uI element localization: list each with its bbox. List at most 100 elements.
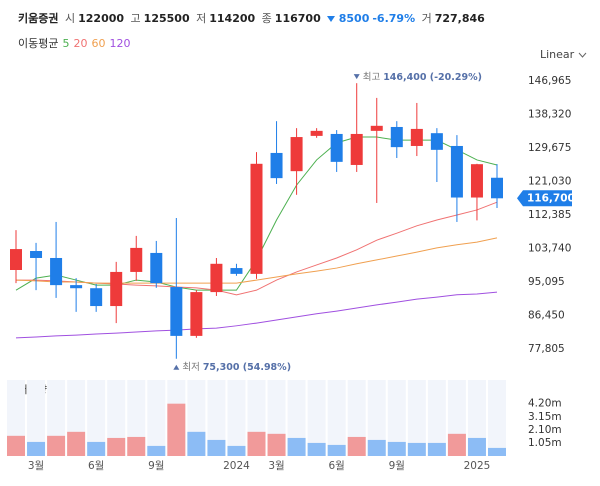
annotation-value: 146,400 (-20.29%) (383, 72, 482, 83)
volume-value: 727,846 (434, 12, 485, 25)
volume-bar (488, 447, 506, 456)
open-label: 시 (64, 12, 76, 25)
x-tick-label: 9월 (389, 460, 405, 472)
candle-body (170, 287, 183, 336)
low-label: 저 (196, 12, 207, 25)
volume-bg (127, 380, 146, 456)
volume-bg (387, 380, 406, 456)
candle-body (130, 247, 143, 272)
annotation-label: 최고 (363, 72, 381, 83)
volume-bg (287, 380, 306, 456)
legend-entry: 20 (73, 37, 88, 50)
volume-bar (87, 441, 106, 456)
annotation-value: 75,300 (54.98%) (203, 361, 291, 372)
volume-bar (427, 442, 446, 456)
volume-tick-label: 2.10m (528, 424, 562, 436)
candle-body (210, 263, 223, 293)
annotation-marker (353, 74, 360, 80)
legend: 이동평균 5 20 60 120 (18, 35, 134, 51)
volume-bg (187, 380, 206, 456)
candle-body (250, 163, 263, 274)
candle-body (70, 285, 83, 289)
candle-body (230, 268, 243, 274)
volume-bar (107, 437, 126, 456)
x-tick-label: 3월 (28, 460, 44, 472)
volume-bar (467, 437, 486, 456)
candle-body (370, 125, 383, 131)
volume-bar (247, 431, 266, 456)
volume-label: 거 (421, 12, 432, 25)
volume-tick-label: 1.05m (528, 437, 562, 449)
candle-body (410, 128, 423, 146)
annotation-label: 최저 (182, 361, 199, 372)
candle-body (310, 130, 323, 136)
volume-bg (367, 380, 386, 456)
candle-body (330, 133, 343, 162)
volume-bar (307, 442, 326, 456)
chevron (578, 52, 587, 58)
x-tick-label: 3월 (268, 460, 284, 472)
volume-bg (227, 380, 246, 456)
y-tick-label: 121,030 (528, 176, 571, 188)
candle-body (491, 177, 503, 199)
ma-line (15, 237, 498, 284)
high-label: 고 (130, 12, 141, 25)
volume-bar (187, 431, 206, 456)
volume-bg (207, 380, 226, 456)
volume-bar (347, 436, 366, 456)
volume-bg (447, 380, 466, 456)
change-pct: -6.79% (372, 12, 416, 25)
ma-line (16, 201, 498, 296)
volume-bar (7, 435, 25, 456)
y-tick-label: 129,675 (528, 142, 571, 154)
volume-bg (167, 380, 186, 456)
x-tick-label: 6월 (328, 460, 344, 472)
volume-bg (267, 380, 286, 456)
volume-bar (47, 435, 66, 456)
annotation: 최고 146,400 (-20.29%) (363, 72, 482, 83)
volume-tick-label: 4.20m (528, 398, 562, 410)
last-price-tag (517, 190, 572, 207)
volume-bg (27, 380, 46, 456)
volume-bar (127, 436, 146, 456)
volume-bar (147, 445, 166, 456)
volume-bar (387, 441, 406, 456)
x-tick-label: 9월 (148, 460, 164, 472)
y-tick-label: 95,095 (528, 276, 565, 288)
volume-title: 거래량 (18, 384, 47, 396)
close-value: 116700 (274, 12, 321, 25)
candle-body (90, 288, 103, 307)
annotation: 최저 75,300 (54.98%) (182, 361, 291, 372)
candle-body (50, 257, 63, 286)
volume-tick-label: 3.15m (528, 411, 562, 423)
down-icon (327, 16, 336, 22)
volume-bar (447, 433, 466, 456)
volume-bg (407, 380, 426, 456)
volume-bar (67, 431, 86, 456)
volume-bar (267, 433, 286, 456)
y-tick-label: 146,965 (528, 75, 571, 87)
candle-body (10, 249, 22, 270)
volume-bg (427, 380, 446, 456)
volume-bg (327, 380, 346, 456)
high-value: 125500 (143, 12, 190, 25)
y-tick-label: 112,385 (528, 209, 571, 221)
volume-bg (347, 380, 366, 456)
open-value: 122000 (78, 12, 125, 25)
y-tick-label: 103,740 (528, 243, 571, 255)
y-tick-label: 138,320 (528, 108, 571, 120)
last-price-label: 116,700 (527, 192, 575, 204)
volume-bg (107, 380, 126, 456)
close-label: 종 (261, 12, 272, 25)
volume-bar (407, 442, 426, 456)
volume-bg (67, 380, 86, 456)
candle-body (110, 271, 123, 307)
volume-bar (227, 445, 246, 456)
volume-bar (167, 403, 186, 456)
x-tick-label: 2024 (223, 460, 250, 472)
scale-mode[interactable]: Linear (540, 48, 587, 61)
volume-bar (287, 437, 306, 456)
legend-entry: 120 (109, 37, 131, 50)
